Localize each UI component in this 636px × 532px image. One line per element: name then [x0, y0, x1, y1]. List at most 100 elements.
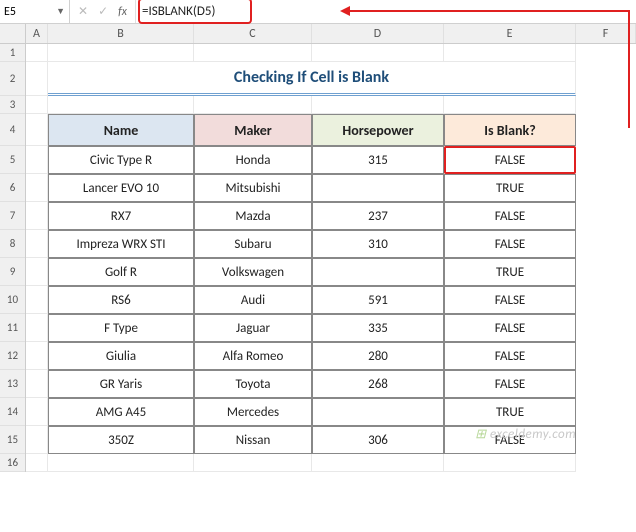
table-header-maker[interactable]: Maker: [194, 114, 312, 146]
cell[interactable]: [26, 426, 48, 454]
cell[interactable]: [312, 454, 444, 472]
cell[interactable]: [48, 44, 194, 62]
page-title[interactable]: Checking If Cell is Blank: [48, 62, 576, 96]
cell-maker[interactable]: Jaguar: [194, 314, 312, 342]
enter-icon[interactable]: ✓: [98, 4, 108, 19]
cell[interactable]: [26, 114, 48, 146]
cell-name[interactable]: Impreza WRX STI: [48, 230, 194, 258]
cell[interactable]: [26, 202, 48, 230]
cell-maker[interactable]: Honda: [194, 146, 312, 174]
row-header[interactable]: 8: [0, 230, 25, 258]
cell-hp[interactable]: 335: [312, 314, 444, 342]
table-header-blank[interactable]: Is Blank?: [444, 114, 576, 146]
cell-hp[interactable]: 237: [312, 202, 444, 230]
fx-icon[interactable]: fx: [118, 5, 127, 19]
row-header[interactable]: 15: [0, 426, 25, 454]
cell[interactable]: [26, 174, 48, 202]
cell-name[interactable]: RS6: [48, 286, 194, 314]
cell[interactable]: [26, 146, 48, 174]
cell[interactable]: [312, 96, 444, 114]
row-header[interactable]: 16: [0, 454, 25, 472]
cell-maker[interactable]: Mitsubishi: [194, 174, 312, 202]
cell-maker[interactable]: Mercedes: [194, 398, 312, 426]
cell[interactable]: [26, 454, 48, 472]
row-header[interactable]: 13: [0, 370, 25, 398]
cell-maker[interactable]: Mazda: [194, 202, 312, 230]
cell[interactable]: [26, 370, 48, 398]
cell[interactable]: [444, 454, 576, 472]
cell[interactable]: [444, 44, 576, 62]
cell-maker[interactable]: Toyota: [194, 370, 312, 398]
col-header-B[interactable]: B: [48, 24, 194, 43]
grid[interactable]: Checking If Cell is Blank Name Maker Hor…: [26, 44, 636, 472]
cell-blank[interactable]: FALSE: [444, 286, 576, 314]
select-all-corner[interactable]: [0, 24, 26, 43]
cell-name[interactable]: Lancer EVO 10: [48, 174, 194, 202]
cell-maker[interactable]: Nissan: [194, 426, 312, 454]
cell[interactable]: [194, 96, 312, 114]
cell-maker[interactable]: Volkswagen: [194, 258, 312, 286]
cell[interactable]: [26, 44, 48, 62]
cell-name[interactable]: GR Yaris: [48, 370, 194, 398]
cell[interactable]: [26, 258, 48, 286]
cell[interactable]: [26, 314, 48, 342]
cell[interactable]: [444, 96, 576, 114]
cell-blank[interactable]: FALSE: [444, 230, 576, 258]
cell-name[interactable]: F Type: [48, 314, 194, 342]
cell-name[interactable]: Golf R: [48, 258, 194, 286]
col-header-E[interactable]: E: [444, 24, 576, 43]
cell-maker[interactable]: Subaru: [194, 230, 312, 258]
name-box[interactable]: E5 ▼: [0, 0, 70, 23]
cell-hp[interactable]: [312, 398, 444, 426]
cell-name[interactable]: Civic Type R: [48, 146, 194, 174]
col-header-A[interactable]: A: [26, 24, 48, 43]
cell[interactable]: [26, 62, 48, 96]
cell-blank[interactable]: TRUE: [444, 258, 576, 286]
cancel-icon[interactable]: ✕: [78, 4, 88, 19]
row-header[interactable]: 6: [0, 174, 25, 202]
cell-name[interactable]: Giulia: [48, 342, 194, 370]
cell-name[interactable]: RX7: [48, 202, 194, 230]
cell-blank[interactable]: FALSE: [444, 342, 576, 370]
cell-blank[interactable]: FALSE: [444, 314, 576, 342]
cell[interactable]: [194, 44, 312, 62]
cell-hp[interactable]: 315: [312, 146, 444, 174]
cell-blank[interactable]: FALSE: [444, 426, 576, 454]
row-header[interactable]: 5: [0, 146, 25, 174]
cell-hp[interactable]: 280: [312, 342, 444, 370]
cell-hp[interactable]: 306: [312, 426, 444, 454]
cell-maker[interactable]: Audi: [194, 286, 312, 314]
row-header[interactable]: 7: [0, 202, 25, 230]
row-header[interactable]: 4: [0, 114, 25, 146]
row-header[interactable]: 11: [0, 314, 25, 342]
formula-input[interactable]: =ISBLANK(D5): [136, 0, 636, 23]
row-header[interactable]: 1: [0, 44, 25, 62]
cell-name[interactable]: 350Z: [48, 426, 194, 454]
row-header[interactable]: 14: [0, 398, 25, 426]
row-header[interactable]: 12: [0, 342, 25, 370]
cell[interactable]: [194, 454, 312, 472]
cell-blank[interactable]: FALSE: [444, 370, 576, 398]
cell-blank[interactable]: FALSE: [444, 202, 576, 230]
table-header-name[interactable]: Name: [48, 114, 194, 146]
row-header[interactable]: 10: [0, 286, 25, 314]
col-header-C[interactable]: C: [194, 24, 312, 43]
row-header[interactable]: 9: [0, 258, 25, 286]
cell-hp[interactable]: 591: [312, 286, 444, 314]
cell[interactable]: [26, 398, 48, 426]
chevron-down-icon[interactable]: ▼: [56, 6, 65, 17]
col-header-F[interactable]: F: [576, 24, 636, 43]
cell-hp[interactable]: [312, 258, 444, 286]
cell[interactable]: [26, 342, 48, 370]
cell[interactable]: [26, 96, 48, 114]
cell[interactable]: [48, 96, 194, 114]
col-header-D[interactable]: D: [312, 24, 444, 43]
cell[interactable]: [26, 286, 48, 314]
cell-hp[interactable]: 268: [312, 370, 444, 398]
row-header[interactable]: 2: [0, 62, 25, 96]
cell-blank-selected[interactable]: FALSE: [444, 146, 576, 174]
cell[interactable]: [48, 454, 194, 472]
cell-maker[interactable]: Alfa Romeo: [194, 342, 312, 370]
cell[interactable]: [26, 230, 48, 258]
cell-blank[interactable]: TRUE: [444, 174, 576, 202]
